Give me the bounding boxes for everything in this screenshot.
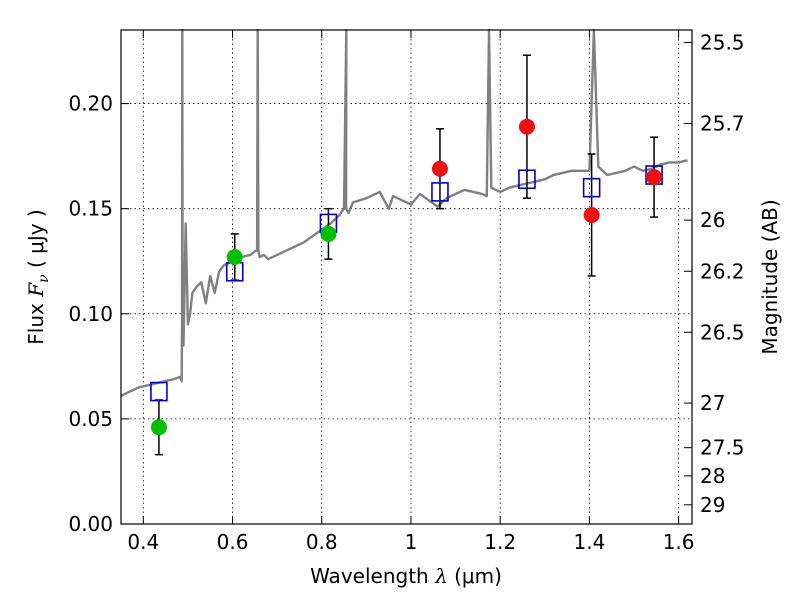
model-photometry-square <box>582 177 601 198</box>
y2-tick-label: 25.7 <box>700 111 745 135</box>
y2-tick-label: 26.2 <box>700 259 745 283</box>
observed-photometry-point <box>646 169 663 186</box>
plot-frame <box>120 29 693 525</box>
y2-axis-label: Magnitude (AB) <box>758 199 782 354</box>
y-tick-label: 0.20 <box>68 92 113 116</box>
x-axis-label-prefix: Wavelength <box>310 564 435 588</box>
x-tick-label: 0.4 <box>127 530 159 554</box>
y2-tick-label: 26 <box>700 208 725 232</box>
y-axis-label: Flux Fν ( μJy ) <box>24 209 52 344</box>
axis-ticks <box>121 30 692 525</box>
y-tick-labels: 0.00 0.05 0.10 0.15 0.20 <box>68 92 113 536</box>
observed-photometry-point <box>431 160 448 177</box>
model-spectrum-line <box>120 28 688 397</box>
y2-tick-label: 27.5 <box>700 436 745 460</box>
observed-photometry-point <box>226 249 243 266</box>
x-axis-label-unit: (μm) <box>448 564 502 588</box>
x-tick-label: 0.8 <box>306 530 338 554</box>
model-spectrum-series <box>120 28 688 397</box>
y2-tick-labels: 25.5 25.7 26 26.2 26.5 27 27.5 28 29 <box>700 30 745 516</box>
x-axis-label: Wavelength λ (μm) <box>310 564 502 588</box>
y2-tick-label: 27 <box>700 391 725 415</box>
x-tick-label: 1.4 <box>573 530 605 554</box>
model-photometry-square <box>150 381 168 402</box>
x-tick-labels: 0.4 0.6 0.8 1 1.2 1.4 1.6 <box>127 530 694 554</box>
y-axis-label-sub: ν <box>36 274 52 283</box>
observed-photometry-point <box>150 419 167 436</box>
y2-tick-label: 25.5 <box>700 30 745 54</box>
x-axis-label-symbol: λ <box>434 564 448 588</box>
y-tick-label: 0.00 <box>68 512 113 536</box>
y-tick-label: 0.05 <box>68 407 113 431</box>
y2-tick-label: 26.5 <box>700 320 745 344</box>
y-tick-label: 0.15 <box>68 197 113 221</box>
y-axis-label-symbol: F <box>24 282 48 298</box>
model-photometry-square <box>518 169 536 190</box>
y-axis-label-prefix: Flux <box>24 297 48 345</box>
model-photometry-square <box>431 182 449 202</box>
x-tick-label: 1.6 <box>663 530 695 554</box>
observed-photometry-series <box>150 118 663 436</box>
x-tick-label: 1 <box>405 530 418 554</box>
grid-lines <box>121 30 692 525</box>
y2-tick-label: 29 <box>700 493 725 517</box>
observed-photometry-point <box>583 206 600 223</box>
observed-photometry-point <box>518 118 535 135</box>
y2-tick-label: 28 <box>700 464 725 488</box>
x-tick-label: 1.2 <box>484 530 516 554</box>
x-tick-label: 0.6 <box>217 530 249 554</box>
y-axis-label-unit: ( μJy ) <box>24 209 48 274</box>
y-tick-label: 0.10 <box>68 302 113 326</box>
observed-photometry-point <box>320 225 337 242</box>
